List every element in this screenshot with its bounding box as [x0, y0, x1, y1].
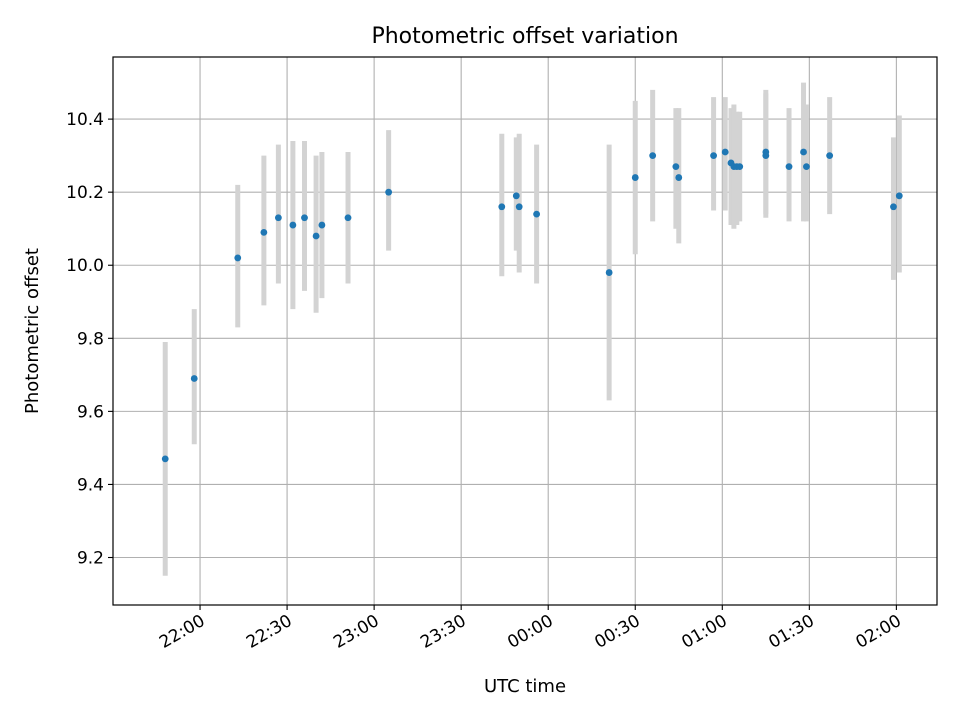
- data-point: [649, 152, 657, 160]
- data-point: [710, 152, 717, 160]
- data-point: [344, 214, 352, 222]
- y-tick-label: 9.6: [77, 402, 104, 422]
- data-point: [800, 148, 807, 156]
- data-point: [895, 192, 903, 200]
- y-tick-label: 10.4: [66, 110, 104, 130]
- data-point: [675, 174, 683, 181]
- data-point: [512, 192, 520, 200]
- data-point: [826, 152, 834, 160]
- data-point: [289, 221, 297, 229]
- data-point: [234, 254, 242, 262]
- data-point: [260, 228, 268, 236]
- data-point: [762, 152, 770, 160]
- y-axis-ticks: 9.2 9.4 9.6 9.8 10.0 10.2 10.4: [66, 110, 113, 569]
- data-point: [190, 375, 198, 382]
- data-point: [631, 174, 639, 181]
- data-point: [736, 163, 744, 171]
- data-point: [533, 210, 541, 218]
- data-point: [498, 203, 506, 211]
- data-point: [803, 163, 810, 171]
- data-point: [721, 148, 729, 156]
- data-point: [312, 232, 320, 240]
- data-point: [515, 203, 523, 211]
- y-axis-label: Photometric offset: [22, 248, 43, 414]
- data-points: [161, 148, 903, 463]
- data-point: [890, 203, 897, 211]
- data-point: [672, 163, 680, 171]
- data-point: [785, 163, 793, 171]
- data-point: [301, 214, 308, 222]
- y-tick-label: 10.2: [66, 183, 104, 203]
- data-point: [318, 221, 326, 229]
- plot-area-frame: [112, 56, 938, 606]
- data-point: [385, 188, 393, 196]
- y-tick-label: 10.0: [66, 256, 104, 276]
- data-point: [274, 214, 282, 222]
- chart-title: Photometric offset variation: [371, 24, 678, 49]
- y-tick-label: 9.4: [77, 475, 104, 495]
- x-axis-label: UTC time: [484, 676, 566, 697]
- y-tick-label: 9.2: [77, 549, 104, 569]
- y-tick-label: 9.8: [77, 329, 104, 349]
- data-point: [605, 269, 613, 276]
- data-point: [161, 455, 169, 463]
